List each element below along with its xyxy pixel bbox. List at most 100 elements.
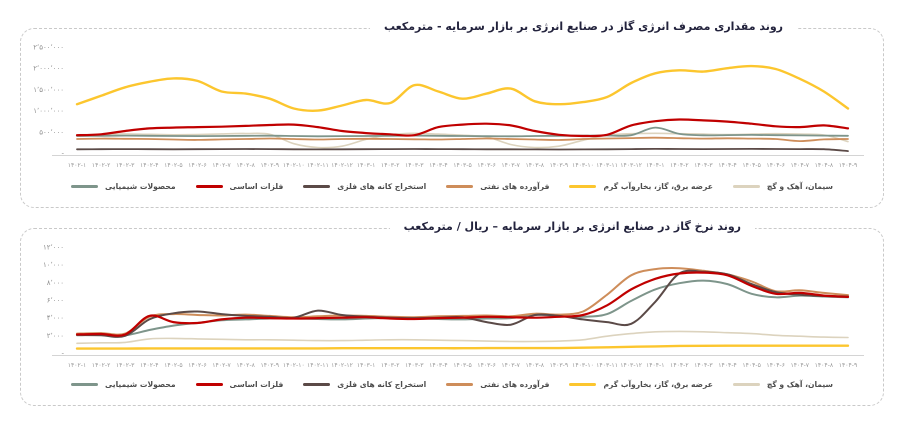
y-axis-tick-label: ۸٬۰۰۰ [47,279,64,287]
legend-label: فلزات اساسی [229,380,284,389]
x-axis-tick-label: ۱۴۰۲-۱۱ [307,362,329,369]
legend-label: سیمان، آهک و گچ [766,380,833,389]
x-axis-tick-label: ۱۴۰۳-۷ [501,162,520,169]
x-axis-tick-label: ۱۴۰۲-۳ [116,162,135,169]
legend-item: فلزات اساسی [195,380,284,389]
x-axis-tick-label: ۱۴۰۲-۸ [236,162,255,169]
x-axis-tick-label: ۱۴۰۲-۶ [188,162,207,169]
x-axis-tick-label: ۱۴۰۴-۶ [766,162,785,169]
x-axis-tick-label: ۱۴۰۲-۷ [212,162,231,169]
x-axis-tick-label: ۱۴۰۴-۸ [815,162,834,169]
consumption-chart-panel: روند مقداری مصرف انرژی گاز در صنایع انرژ… [20,20,884,208]
consumption-chart: - ۵۰۰٬۰۰۰ ۱٬۰۰۰٬۰۰۰ ۱٬۵۰۰٬۰۰۰ ۲٬۰۰۰٬۰۰۰ ۲٬۵۰۰… [33,44,864,169]
y-axis-tick-label: ۴٬۰۰۰ [47,314,64,322]
x-axis-tick-label: ۱۴۰۲-۱۰ [283,162,305,169]
x-axis-tick-label: ۱۴۰۲-۹ [260,362,279,369]
legend-item: عرضه برق، گاز، بخاروآب گرم [569,380,713,389]
x-axis-tick-label: ۱۴۰۴-۲ [670,362,689,369]
series-line [76,279,849,337]
legend-line-swatch [732,383,760,386]
rate-chart-panel: روند نرخ گاز در صنایع انرژی بر بازار سرم… [20,220,884,406]
x-axis-tick-label: ۱۴۰۲-۲ [92,162,111,169]
x-axis-tick-label: ۱۴۰۴-۴ [718,162,737,169]
x-axis-tick-label: ۱۴۰۲-۹ [260,162,279,169]
x-axis-tick-label: ۱۴۰۲-۱۲ [331,362,353,369]
legend-line-swatch [71,185,99,188]
legend-line-swatch [446,383,474,386]
y-axis-tick-label: ۶٬۰۰۰ [47,297,64,305]
y-axis-tick-label: ۱۲٬۰۰۰ [43,244,64,252]
y-axis-tick-label: - [61,350,64,358]
x-axis-tick-label: ۱۴۰۴-۱ [646,362,665,369]
x-axis-tick-label: ۱۴۰۳-۳ [405,162,424,169]
x-axis-tick-label: ۱۴۰۳-۱۲ [620,362,642,369]
x-axis-tick-label: ۱۴۰۳-۳ [405,362,424,369]
legend-item: استخراج کانه های فلزی [303,380,426,389]
x-axis-tick-label: ۱۴۰۳-۲ [381,362,400,369]
y-axis-tick-label: ۱٬۵۰۰٬۰۰۰ [33,86,64,94]
x-axis-tick-label: ۱۴۰۳-۵ [453,162,472,169]
legend-line-swatch [569,185,597,188]
legend-line-swatch [195,185,223,188]
x-axis-tick-label: ۱۴۰۴-۷ [791,362,810,369]
x-axis-tick-label: ۱۴۰۳-۱ [357,362,376,369]
series-line [76,148,849,152]
legend-item: محصولات شیمیایی [71,182,176,191]
rate-chart-title: روند نرخ گاز در صنایع انرژی بر بازار سرم… [389,220,755,233]
x-axis-tick-label: ۱۴۰۲-۱ [68,362,87,369]
legend-line-swatch [446,185,474,188]
x-axis-tick-label: ۱۴۰۳-۷ [501,362,520,369]
x-axis-tick-label: ۱۴۰۳-۸ [525,362,544,369]
x-axis-tick-label: ۱۴۰۲-۷ [212,362,231,369]
legend-item: عرضه برق، گاز، بخاروآب گرم [569,182,713,191]
x-axis-tick-label: ۱۴۰۲-۴ [140,362,159,369]
consumption-chart-title: روند مقداری مصرف انرژی گاز در صنایع انرژ… [369,20,797,33]
y-axis-tick-label: ۲٬۰۰۰ [47,332,64,340]
x-axis-tick-label: ۱۴۰۴-۱ [646,162,665,169]
legend-item: استخراج کانه های فلزی [303,182,426,191]
series-line [76,126,849,138]
legend-item: فلزات اساسی [195,182,283,191]
x-axis-tick-label: ۱۴۰۲-۳ [116,362,135,369]
x-axis-tick-label: ۱۴۰۳-۲ [381,162,400,169]
legend-label: سیمان، آهک و گچ [766,182,833,191]
legend-label: عرضه برق، گاز، بخاروآب گرم [603,182,713,191]
x-axis-tick-label: ۱۴۰۲-۵ [164,162,183,169]
x-axis-tick-label: ۱۴۰۴-۴ [718,362,737,369]
x-axis-tick-label: ۱۴۰۴-۵ [742,162,761,169]
legend-item: سیمان، آهک و گچ [732,182,833,191]
rate-chart-legend: سیمان، آهک و گچ عرضه برق، گاز، بخاروآب گر… [21,380,883,389]
x-axis-tick-label: ۱۴۰۴-۹ [839,162,858,169]
series-line [76,136,849,143]
legend-line-swatch [303,185,331,188]
legend-line-swatch [195,383,223,386]
legend-item: فرآورده های نفتی [446,182,549,191]
x-axis-tick-label: ۱۴۰۳-۱۰ [572,362,594,369]
legend-label: محصولات شیمیایی [105,380,176,389]
x-axis-tick-label: ۱۴۰۴-۶ [766,362,785,369]
legend-line-swatch [71,383,99,386]
y-axis-tick-label: ۲٬۵۰۰٬۰۰۰ [33,44,64,52]
y-axis-tick-label: - [61,150,64,158]
legend-item: سیمان، آهک و گچ [732,380,833,389]
x-axis-tick-label: ۱۴۰۲-۱۰ [283,362,305,369]
x-axis-tick-label: ۱۴۰۲-۵ [164,362,183,369]
x-axis-tick-label: ۱۴۰۳-۶ [477,162,496,169]
legend-label: استخراج کانه های فلزی [337,380,427,389]
legend-label: محصولات شیمیایی [105,182,176,191]
x-axis-tick-label: ۱۴۰۲-۲ [92,362,111,369]
legend-label: فرآورده های نفتی [480,182,550,191]
y-axis-tick-label: ۱۰٬۰۰۰ [43,261,64,269]
legend-item: محصولات شیمیایی [71,380,176,389]
x-axis-tick-label: ۱۴۰۳-۶ [477,362,496,369]
series-line [76,269,849,338]
series-line [75,118,850,138]
legend-label: استخراج کانه های فلزی [337,182,427,191]
x-axis-tick-label: ۱۴۰۴-۳ [694,162,713,169]
x-axis-tick-label: ۱۴۰۳-۱ [357,162,376,169]
x-axis-tick-label: ۱۴۰۲-۶ [188,362,207,369]
x-axis-tick-label: ۱۴۰۳-۵ [453,362,472,369]
x-axis-tick-label: ۱۴۰۲-۱ [68,162,87,169]
